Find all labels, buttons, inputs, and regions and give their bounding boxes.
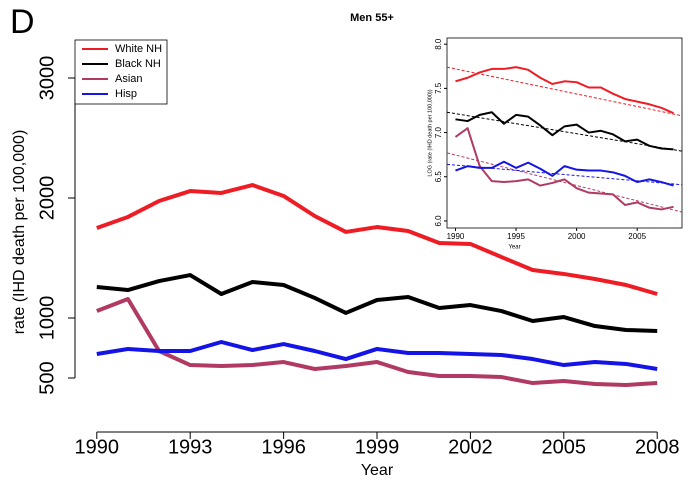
y-axis-label: rate (IHD death per 100,000) [11,130,28,335]
series-line [96,183,658,296]
y-tick-label: 500 [36,361,58,394]
x-tick-label: 2005 [542,436,587,458]
series-line [455,160,674,187]
series-line [455,111,674,151]
y-tick-label: 7.5 [434,82,443,94]
series-line [454,127,674,211]
legend-label: White NH [115,43,162,55]
x-axis-label: Year [361,462,394,479]
y-tick-label: 6.5 [434,171,443,183]
x-tick-label: 2002 [448,436,493,458]
x-tick-label: 1995 [507,232,525,241]
y-tick-label: 7.0 [434,126,443,138]
series-line [96,273,658,333]
y-tick-label: 2000 [36,176,58,221]
legend-label: Hisp [115,88,137,100]
y-tick-label: 3000 [36,56,58,101]
series-line [455,66,674,115]
x-tick-label: 1993 [168,436,213,458]
y-tick-label: 6.0 [434,215,443,227]
inset-background [446,37,683,229]
series-line [96,297,658,387]
panel-label: D [10,3,35,41]
trend-line [446,152,683,213]
x-tick-label: 1990 [447,232,465,241]
x-axis-label: Year [508,245,520,251]
x-tick-label: 2000 [568,232,586,241]
x-tick-label: 2008 [635,436,680,458]
x-tick-label: 1996 [261,436,306,458]
x-tick-label: 1999 [355,436,400,458]
chart-title: Men 55+ [350,12,394,24]
legend-label: Asian [115,73,143,85]
x-tick-label: 1990 [75,436,120,458]
x-tick-label: 2005 [628,232,646,241]
y-axis-label: LOG (rate (IHD death per 100,000)) [427,89,433,176]
y-tick-label: 8.0 [434,38,443,50]
y-tick-label: 1000 [36,296,58,341]
series-line [96,340,658,371]
legend-label: Black NH [115,58,161,70]
